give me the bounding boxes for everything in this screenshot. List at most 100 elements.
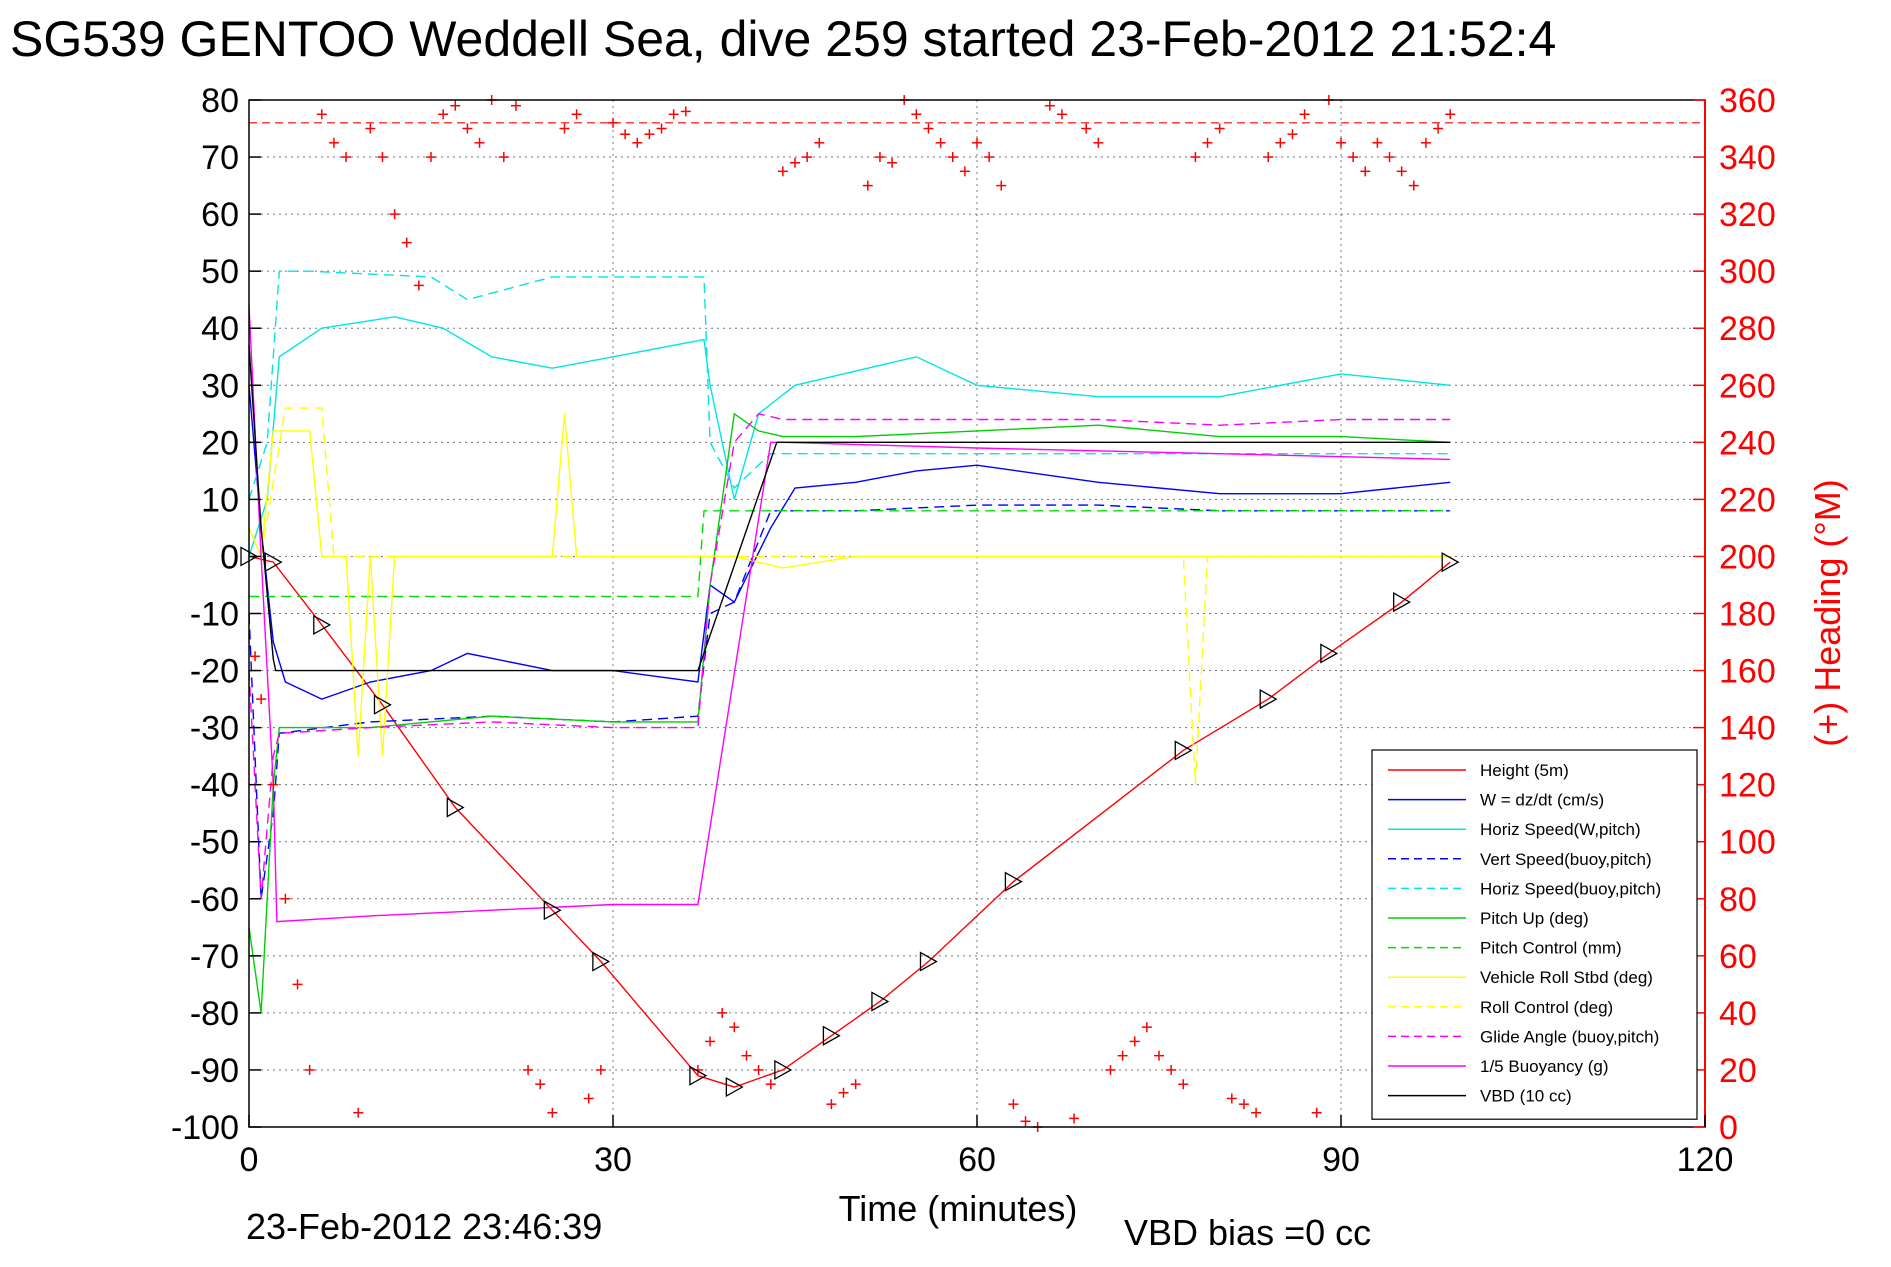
heading-point — [1056, 109, 1067, 120]
heading-point — [1178, 1079, 1189, 1090]
series-vbd-10-cc — [248, 345, 1451, 672]
legend-label: VBD (10 cc) — [1480, 1087, 1572, 1106]
legend-entry: Pitch Up (deg) — [1388, 909, 1589, 928]
x-tick-label: 90 — [1322, 1141, 1360, 1179]
height-marker — [446, 797, 465, 818]
legend-entry: Vehicle Roll Stbd (deg) — [1388, 968, 1653, 987]
height-marker — [1393, 591, 1411, 613]
heading-point — [438, 109, 449, 120]
heading-point — [510, 100, 521, 111]
heading-point — [765, 1079, 776, 1090]
legend-box — [1371, 749, 1698, 1120]
heading-point — [753, 1064, 764, 1075]
series-horiz-speed-w-pitch — [248, 316, 1451, 557]
legend-entry: Height (5m) — [1388, 761, 1569, 780]
heading-point — [838, 1087, 849, 1098]
legend-label: Glide Angle (buoy,pitch) — [1480, 1027, 1659, 1046]
heading-point — [1420, 137, 1431, 148]
left-tick-label: 10 — [201, 481, 239, 519]
heading-point — [559, 123, 570, 134]
heading-point — [1396, 166, 1407, 177]
heading-point — [280, 893, 291, 904]
heading-point — [353, 1107, 364, 1118]
heading-point — [595, 1064, 606, 1075]
height-marker — [1004, 871, 1023, 892]
heading-point — [1336, 137, 1346, 148]
x-axis-label: Time (minutes) — [839, 1188, 1078, 1229]
right-tick-label: 340 — [1719, 139, 1776, 177]
heading-point — [583, 1093, 594, 1104]
heading-point — [680, 106, 691, 117]
heading-point — [1154, 1050, 1164, 1061]
right-axis-label: (+) Heading (°M) — [1807, 479, 1848, 746]
heading-point — [717, 1007, 728, 1018]
heading-point — [571, 109, 582, 120]
heading-point — [632, 137, 643, 148]
series-vehicle-roll-stbd-deg — [248, 413, 1451, 757]
heading-point — [935, 137, 946, 148]
heading-point — [304, 1064, 315, 1075]
left-tick-label: -50 — [190, 824, 239, 862]
legend-label: 1/5 Buoyancy (g) — [1480, 1057, 1609, 1076]
heading-point — [1069, 1113, 1080, 1124]
left-tick-label: -10 — [190, 596, 239, 634]
left-tick-label: -100 — [171, 1109, 239, 1147]
heading-point — [1238, 1099, 1249, 1110]
height-marker — [1320, 643, 1339, 664]
heading-point — [790, 157, 800, 168]
height-marker — [689, 1065, 708, 1086]
heading-point — [741, 1050, 752, 1061]
heading-point — [498, 152, 509, 163]
left-tick-label: 60 — [201, 196, 239, 234]
heading-point — [474, 137, 485, 148]
legend-label: Height (5m) — [1480, 761, 1569, 780]
heading-point — [1299, 109, 1310, 120]
heading-point — [1166, 1064, 1177, 1075]
footer-vbd-bias: VBD bias =0 cc — [1124, 1212, 1372, 1253]
right-tick-label: 80 — [1719, 881, 1757, 919]
series-horiz-speed-buoy-pitch — [248, 270, 1451, 500]
heading-point — [923, 123, 934, 134]
right-tick-label: 120 — [1719, 767, 1776, 805]
heading-point — [426, 152, 436, 163]
heading-point — [826, 1099, 837, 1110]
heading-point — [668, 109, 679, 120]
heading-point — [1372, 137, 1383, 148]
x-tick-label: 60 — [958, 1141, 996, 1179]
heading-point — [777, 166, 788, 177]
heading-point — [984, 152, 995, 163]
right-tick-label: 160 — [1719, 653, 1776, 691]
heading-point — [1129, 1036, 1140, 1047]
heading-point — [1020, 1116, 1031, 1127]
right-tick-label: 280 — [1719, 310, 1776, 348]
left-tick-label: -20 — [190, 653, 239, 691]
legend-label: Horiz Speed(W,pitch) — [1480, 820, 1641, 839]
height-marker — [543, 900, 562, 921]
heading-point — [1263, 152, 1274, 163]
height-marker — [1259, 688, 1278, 710]
right-tick-label: 60 — [1719, 938, 1757, 976]
legend-label: Pitch Up (deg) — [1480, 909, 1589, 928]
heading-point — [377, 152, 388, 163]
heading-point — [341, 152, 352, 163]
heading-point — [608, 117, 618, 128]
right-tick-label: 0 — [1719, 1109, 1738, 1147]
heading-point — [1008, 1099, 1019, 1110]
heading-point — [1190, 152, 1201, 163]
height-marker — [264, 552, 283, 573]
heading-point — [1141, 1022, 1152, 1033]
right-tick-label: 20 — [1719, 1052, 1757, 1090]
series-height-5m — [248, 555, 1451, 1088]
legend-entry: Horiz Speed(W,pitch) — [1388, 820, 1641, 839]
right-tick-label: 240 — [1719, 424, 1776, 462]
heading-point — [1287, 129, 1298, 140]
heading-point — [1360, 166, 1371, 177]
heading-point — [1348, 152, 1359, 163]
heading-point — [814, 137, 825, 148]
heading-point — [1384, 152, 1395, 163]
heading-point — [1093, 137, 1104, 148]
heading-point — [996, 180, 1007, 191]
left-tick-label: 80 — [201, 82, 239, 120]
